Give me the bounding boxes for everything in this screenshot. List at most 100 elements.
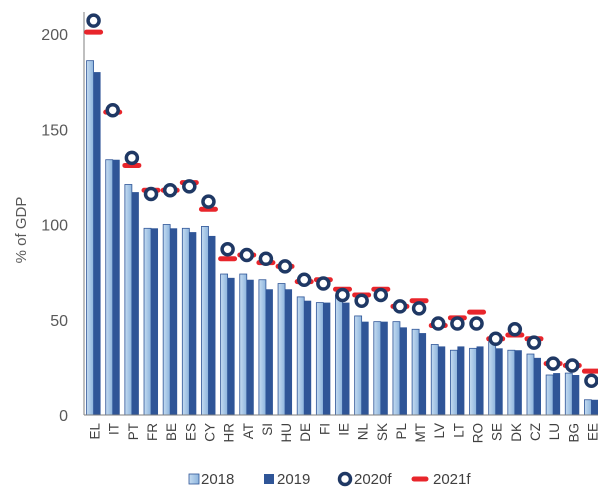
- x-tick-label: LU: [547, 423, 562, 440]
- bar-2019: [112, 159, 120, 415]
- legend-swatch-2018: [188, 473, 200, 485]
- bar-2019: [131, 192, 139, 415]
- x-tick-label: SI: [260, 423, 275, 436]
- bar-2018: [526, 353, 535, 416]
- y-tick-label: 0: [59, 408, 68, 425]
- bar-2019: [189, 232, 197, 415]
- marker-2020f: [258, 251, 274, 267]
- bar-2018: [545, 374, 554, 416]
- marker-2020f: [565, 358, 580, 373]
- bar-2018: [201, 226, 209, 416]
- marker-2020f: [584, 373, 598, 388]
- bar-2019: [361, 321, 369, 415]
- x-tick-label: BG: [566, 423, 581, 443]
- bar-2019: [265, 289, 273, 415]
- bar-2018: [584, 399, 592, 416]
- x-tick-label: CZ: [528, 423, 543, 441]
- x-tick-label: DK: [509, 423, 524, 442]
- marker-2020f: [526, 335, 542, 350]
- bar-2019: [246, 279, 254, 415]
- bar-2019: [227, 277, 235, 415]
- bar-2018: [411, 328, 420, 416]
- x-tick-label: DE: [298, 423, 313, 442]
- legend-swatch-2019: [264, 474, 274, 484]
- bar-2019: [93, 72, 101, 415]
- bar-2019: [457, 346, 465, 415]
- bar-2018: [239, 273, 248, 416]
- x-tick-label: AT: [241, 423, 256, 439]
- y-tick-label: 150: [41, 122, 68, 139]
- marker-2020f: [201, 194, 216, 209]
- bar-2018: [335, 294, 343, 416]
- marker-2020f: [162, 182, 178, 198]
- bar-2019: [572, 374, 580, 415]
- marker-2020f: [296, 272, 312, 287]
- bar-2018: [315, 302, 324, 416]
- y-tick-label: 100: [41, 218, 68, 235]
- bar-2019: [304, 300, 312, 415]
- marker-2020f: [316, 276, 331, 291]
- bar-2019: [208, 235, 216, 415]
- bar-2019: [170, 228, 178, 415]
- bar-2019: [342, 302, 350, 415]
- y-axis: 0 50 100 150 200: [41, 12, 85, 425]
- x-tick-label: BE: [164, 423, 179, 441]
- y-tick-label: 200: [41, 27, 68, 44]
- y-tick-label: 50: [50, 313, 68, 330]
- marker-2020f: [545, 356, 561, 371]
- marker-2020f: [105, 102, 120, 118]
- marker-2020f: [143, 186, 159, 202]
- bar-2018: [430, 344, 439, 416]
- marker-2020f: [335, 287, 350, 303]
- bar-2019: [495, 348, 503, 415]
- bar-2019: [323, 302, 331, 415]
- x-tick-label: FR: [145, 423, 160, 441]
- bar-2019: [399, 327, 407, 415]
- marker-2020f: [430, 316, 446, 331]
- bar-2018: [469, 347, 477, 416]
- marker-2020f: [239, 247, 255, 263]
- bar-2018: [124, 184, 133, 416]
- bar-2018: [507, 349, 516, 416]
- marker-2020f: [411, 301, 427, 316]
- legend: 2018 2019 2020f 2021f: [188, 471, 471, 488]
- bar-2019: [553, 373, 561, 415]
- x-tick-label: NL: [356, 423, 371, 441]
- legend-label-2018: 2018: [201, 471, 234, 488]
- bar-2018: [354, 315, 363, 416]
- bar-2019: [533, 357, 541, 415]
- bar-2018: [220, 273, 229, 416]
- bar-2019: [591, 399, 598, 415]
- bar-2019: [151, 228, 159, 415]
- x-tick-label: FI: [317, 423, 332, 435]
- marker-2020f: [86, 13, 101, 28]
- x-tick-label: LT: [451, 423, 466, 438]
- x-tick-label: HR: [222, 423, 237, 443]
- marker-2020f: [507, 322, 523, 337]
- x-tick-label: LV: [432, 423, 447, 439]
- x-tick-label: EE: [585, 423, 598, 441]
- marker-2020f: [392, 299, 408, 314]
- bar-2019: [476, 346, 484, 415]
- bar-2019: [419, 333, 427, 415]
- x-tick-label: PT: [126, 423, 141, 440]
- bar-2019: [514, 350, 522, 415]
- marker-2020f: [220, 242, 235, 257]
- x-axis: EL IT PT FR BE ES CY HR AT SI HU DE FI IE NL SK PL MT LV LT…: [84, 414, 598, 443]
- legend-swatch-2020f: [337, 471, 353, 487]
- marker-2020f: [488, 331, 503, 347]
- marker-2020f: [373, 287, 389, 303]
- bar-2018: [143, 227, 152, 416]
- bar-2019: [438, 346, 446, 415]
- y-axis-label: % of GDP: [13, 197, 30, 264]
- x-tick-label: RO: [471, 423, 486, 443]
- marker-2020f: [450, 316, 465, 331]
- x-tick-label: IE: [337, 423, 352, 436]
- marker-2020f: [277, 259, 293, 274]
- marker-2020f: [354, 293, 369, 308]
- bar-2019: [285, 289, 293, 415]
- bar-2018: [258, 279, 267, 416]
- bar-2018: [296, 296, 305, 416]
- x-tick-label: SE: [490, 423, 505, 441]
